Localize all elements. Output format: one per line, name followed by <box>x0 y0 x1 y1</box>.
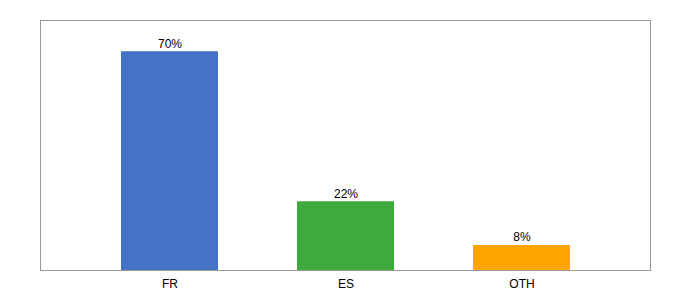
svg-text:70%: 70% <box>158 37 182 51</box>
svg-text:ES: ES <box>338 277 354 291</box>
svg-text:22%: 22% <box>334 187 358 201</box>
svg-text:FR: FR <box>162 277 178 291</box>
svg-text:OTH: OTH <box>509 277 534 291</box>
svg-text:8%: 8% <box>513 230 531 244</box>
